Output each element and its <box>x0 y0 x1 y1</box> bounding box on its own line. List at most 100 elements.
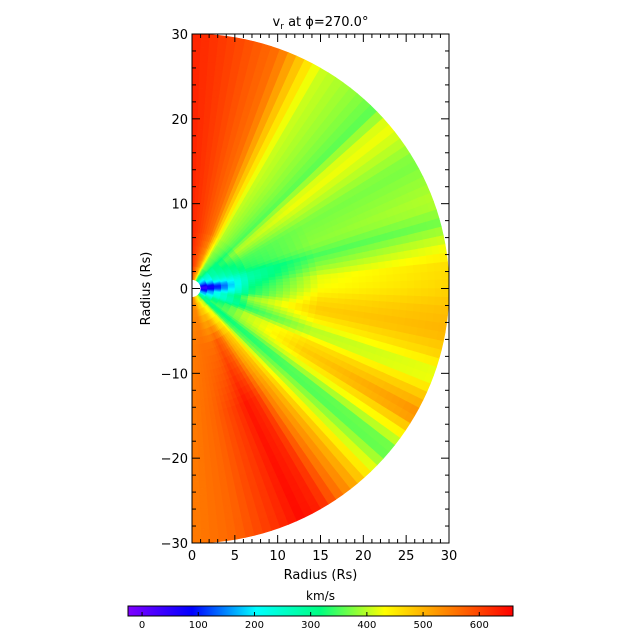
field-cell <box>379 274 388 283</box>
field-cell <box>197 115 205 124</box>
field-cell <box>413 272 422 282</box>
field-cell <box>414 288 422 297</box>
field-cell <box>385 267 394 276</box>
field-cell <box>203 459 212 468</box>
field-cell <box>405 310 414 320</box>
field-cell <box>371 268 380 277</box>
colorbar-tick-label: 400 <box>357 620 376 631</box>
field-cell <box>211 96 220 105</box>
colorbar-tick-label: 600 <box>470 620 489 631</box>
field-cell <box>392 266 401 275</box>
field-cell <box>216 48 227 58</box>
field-cell <box>406 295 415 305</box>
field-cell <box>344 298 353 306</box>
field-cell <box>200 40 210 49</box>
field-cell <box>337 272 346 279</box>
field-cell <box>338 288 346 295</box>
field-cell <box>392 295 401 304</box>
field-cell <box>255 285 263 289</box>
field-cell <box>203 452 211 461</box>
field-cell <box>425 312 435 323</box>
field-cell <box>206 68 216 77</box>
field-cell <box>398 258 407 268</box>
field-cell <box>303 288 312 293</box>
field-cell <box>372 281 381 289</box>
field-cell <box>406 265 415 274</box>
field-cell <box>418 255 428 266</box>
colorbar-tick-label: 0 <box>139 620 145 631</box>
field-cell <box>317 279 326 285</box>
field-cell <box>248 285 257 289</box>
field-cell <box>310 283 319 289</box>
field-cell <box>191 184 196 192</box>
field-cell <box>317 283 326 289</box>
field-cell <box>197 453 205 462</box>
field-cell <box>372 275 381 283</box>
field-cell <box>338 282 346 289</box>
title-variable: v <box>273 15 281 30</box>
field-cell <box>206 75 215 84</box>
field-cell <box>191 515 201 523</box>
field-cell <box>377 307 387 316</box>
field-cell <box>407 280 415 289</box>
field-cell <box>351 270 360 278</box>
field-cell <box>358 293 367 301</box>
field-cell <box>418 311 428 322</box>
field-cell <box>215 513 226 522</box>
field-cell <box>200 535 211 544</box>
field-cell <box>358 282 367 289</box>
y-axis-label: Radius (Rs) <box>139 252 154 326</box>
y-tick-label: −10 <box>161 367 188 382</box>
field-cell <box>364 300 373 308</box>
field-cell <box>331 283 339 289</box>
field-cell <box>200 33 211 42</box>
field-cell <box>191 385 196 393</box>
field-cell <box>198 88 207 97</box>
field-cell <box>412 303 422 313</box>
field-cell <box>191 535 202 544</box>
y-tick-label: 20 <box>171 113 188 128</box>
field-cell <box>420 296 429 306</box>
field-cell <box>310 275 318 281</box>
field-cell <box>364 269 373 277</box>
field-cell <box>289 284 298 289</box>
field-cell <box>208 41 219 50</box>
field-cell <box>195 385 200 393</box>
field-cell <box>351 288 360 295</box>
field-cell <box>191 378 196 387</box>
field-cell <box>200 412 207 420</box>
field-cell <box>195 398 201 407</box>
field-cell <box>196 156 202 165</box>
field-cell <box>215 55 226 64</box>
field-cell <box>386 288 395 296</box>
field-cell <box>195 392 201 400</box>
field-cell <box>399 273 408 282</box>
field-cell <box>200 528 210 537</box>
field-cell <box>243 528 255 538</box>
field-cell <box>211 472 220 481</box>
y-tick-label: −30 <box>161 537 188 552</box>
field-cell <box>205 88 214 97</box>
field-cell <box>372 288 381 296</box>
field-cell <box>206 493 215 502</box>
field-cell <box>386 294 394 303</box>
field-cell <box>379 288 388 296</box>
field-cell <box>310 279 319 285</box>
field-cell <box>196 432 204 441</box>
field-cell <box>198 74 208 83</box>
field-cell <box>269 285 277 289</box>
field-cell <box>296 288 305 293</box>
field-cell <box>198 467 206 475</box>
field-cell <box>434 226 444 238</box>
field-cell <box>199 47 210 56</box>
field-cell <box>357 264 366 272</box>
field-cell <box>398 309 407 319</box>
field-cell <box>426 263 435 273</box>
field-cell <box>434 270 443 281</box>
field-cell <box>425 254 435 265</box>
field-cell <box>434 288 443 298</box>
field-cell <box>441 296 450 307</box>
field-cell <box>399 302 408 312</box>
field-cell <box>198 494 208 503</box>
field-cell <box>441 279 450 289</box>
